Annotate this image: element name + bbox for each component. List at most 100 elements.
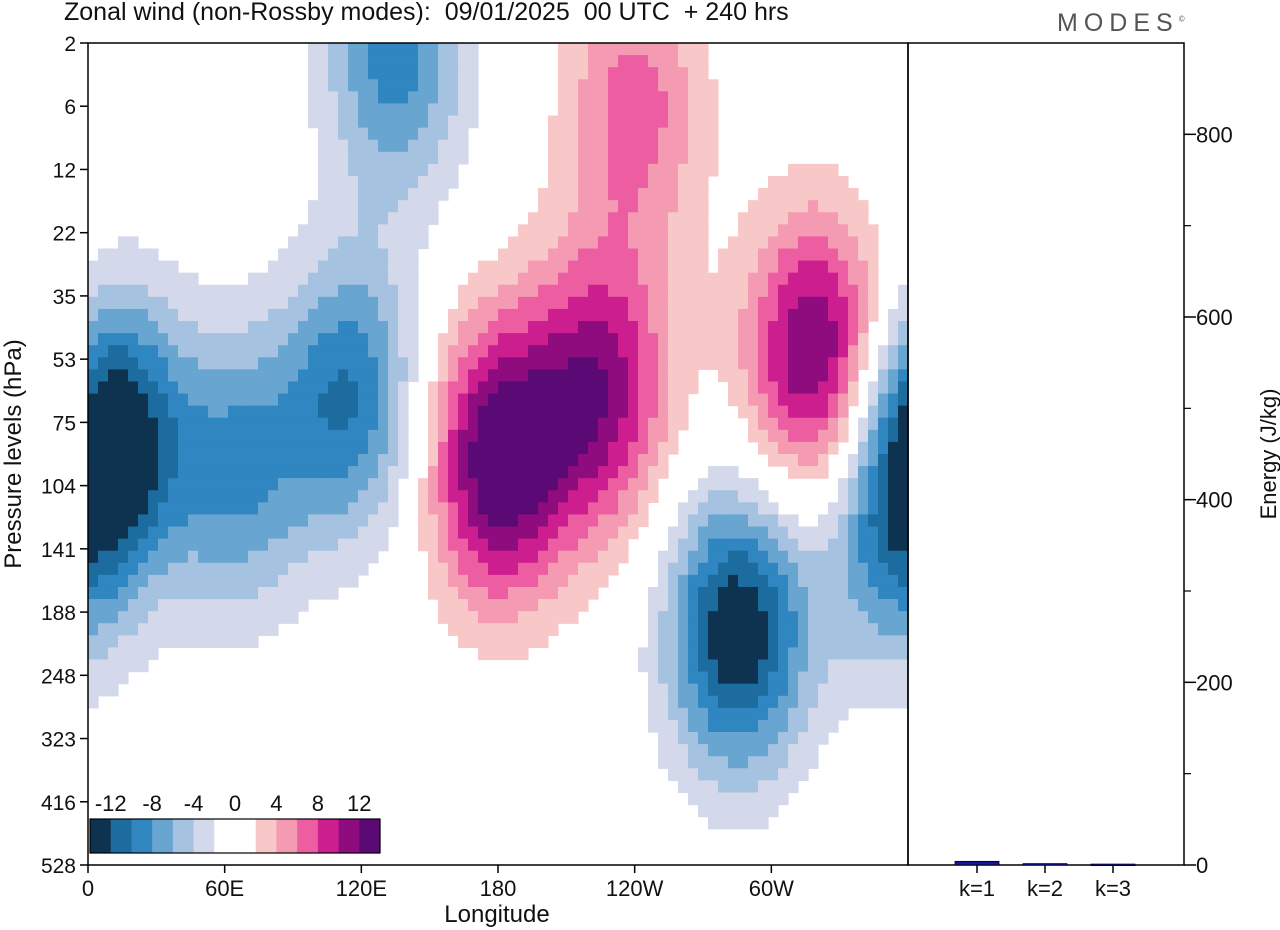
heatmap-cell: [218, 284, 229, 298]
heatmap-cell: [658, 43, 669, 56]
heatmap-cell: [658, 586, 669, 600]
heatmap-cell: [378, 381, 389, 395]
heatmap-cell: [588, 478, 599, 491]
heatmap-cell: [118, 381, 129, 395]
heatmap-cell: [208, 623, 219, 636]
heatmap-cell: [168, 357, 179, 370]
heatmap-cell: [458, 405, 469, 419]
heatmap-cell: [438, 175, 449, 189]
heatmap-cell: [318, 175, 329, 189]
heatmap-cell: [138, 466, 149, 479]
heatmap-cell: [598, 393, 609, 407]
heatmap-cell: [778, 308, 789, 322]
heatmap-cell: [788, 212, 799, 225]
heatmap-cell: [188, 502, 199, 516]
heatmap-cell: [98, 381, 109, 395]
energy-tick-label: 800: [1196, 122, 1233, 147]
heatmap-cell: [668, 671, 679, 685]
heatmap-cell: [288, 248, 299, 262]
heatmap-cell: [628, 260, 639, 274]
heatmap-cell: [848, 296, 859, 310]
heatmap-cell: [668, 345, 679, 358]
heatmap-cell: [848, 188, 859, 201]
heatmap-cell: [228, 381, 239, 395]
heatmap-cell: [398, 296, 409, 310]
heatmap-cell: [388, 393, 399, 407]
heatmap-cell: [558, 478, 569, 491]
heatmap-cell: [438, 526, 449, 540]
heatmap-cell: [198, 369, 209, 383]
heatmap-cell: [638, 405, 649, 419]
heatmap-cell: [518, 623, 529, 636]
heatmap-cell: [658, 659, 669, 673]
heatmap-cell: [358, 478, 369, 491]
heatmap-cell: [868, 526, 879, 540]
heatmap-cell: [598, 151, 609, 165]
heatmap-cell: [828, 345, 839, 358]
heatmap-cell: [208, 526, 219, 540]
heatmap-cell: [708, 321, 719, 334]
heatmap-cell: [448, 599, 459, 612]
heatmap-cell: [768, 454, 779, 467]
heatmap-cell: [108, 429, 119, 443]
heatmap-cell: [138, 611, 149, 624]
heatmap-cell: [238, 284, 249, 298]
heatmap-cell: [838, 635, 849, 649]
heatmap-cell: [238, 562, 249, 576]
heatmap-cell: [328, 55, 339, 68]
heatmap-cell: [378, 115, 389, 129]
heatmap-cell: [538, 321, 549, 334]
heatmap-cell: [398, 55, 409, 68]
heatmap-cell: [298, 236, 309, 250]
heatmap-cell: [618, 103, 629, 117]
heatmap-cell: [768, 659, 779, 673]
heatmap-cell: [578, 321, 589, 334]
heatmap-cell: [338, 163, 349, 177]
heatmap-cell: [598, 417, 609, 431]
heatmap-cell: [398, 405, 409, 419]
heatmap-cell: [328, 562, 339, 576]
heatmap-cell: [198, 611, 209, 624]
heatmap-cell: [468, 623, 479, 636]
heatmap-cell: [798, 308, 809, 322]
heatmap-cell: [508, 550, 519, 564]
heatmap-cell: [178, 441, 189, 455]
heatmap-cell: [828, 200, 839, 213]
heatmap-cell: [378, 357, 389, 370]
heatmap-cell: [848, 345, 859, 358]
heatmap-cell: [608, 115, 619, 129]
heatmap-cell: [508, 478, 519, 491]
heatmap-cell: [548, 248, 559, 262]
heatmap-cell: [258, 454, 269, 467]
heatmap-cell: [658, 611, 669, 624]
heatmap-cell: [878, 345, 889, 358]
heatmap-cell: [678, 248, 689, 262]
heatmap-cell: [338, 502, 349, 516]
heatmap-cell: [138, 538, 149, 552]
heatmap-cell: [288, 441, 299, 455]
heatmap-cell: [638, 381, 649, 395]
heatmap-cell: [308, 91, 319, 105]
heatmap-cell: [458, 67, 469, 80]
heatmap-cell: [868, 260, 879, 274]
heatmap-cell: [578, 188, 589, 201]
heatmap-cell: [668, 43, 679, 56]
heatmap-cell: [168, 393, 179, 407]
heatmap-cell: [828, 635, 839, 649]
heatmap-cell: [218, 296, 229, 310]
heatmap-cell: [878, 586, 889, 600]
heatmap-cell: [508, 599, 519, 612]
heatmap-cell: [458, 441, 469, 455]
heatmap-cell: [718, 538, 729, 552]
heatmap-cell: [448, 562, 459, 576]
heatmap-cell: [328, 188, 339, 201]
heatmap-cell: [618, 333, 629, 346]
heatmap-cell: [688, 659, 699, 673]
heatmap-cell: [438, 586, 449, 600]
heatmap-cell: [638, 67, 649, 80]
heatmap-cell: [678, 768, 689, 781]
heatmap-cell: [538, 393, 549, 407]
heatmap-cell: [768, 599, 779, 612]
y-tick-label: 2: [64, 33, 76, 56]
heatmap-cell: [698, 490, 709, 503]
